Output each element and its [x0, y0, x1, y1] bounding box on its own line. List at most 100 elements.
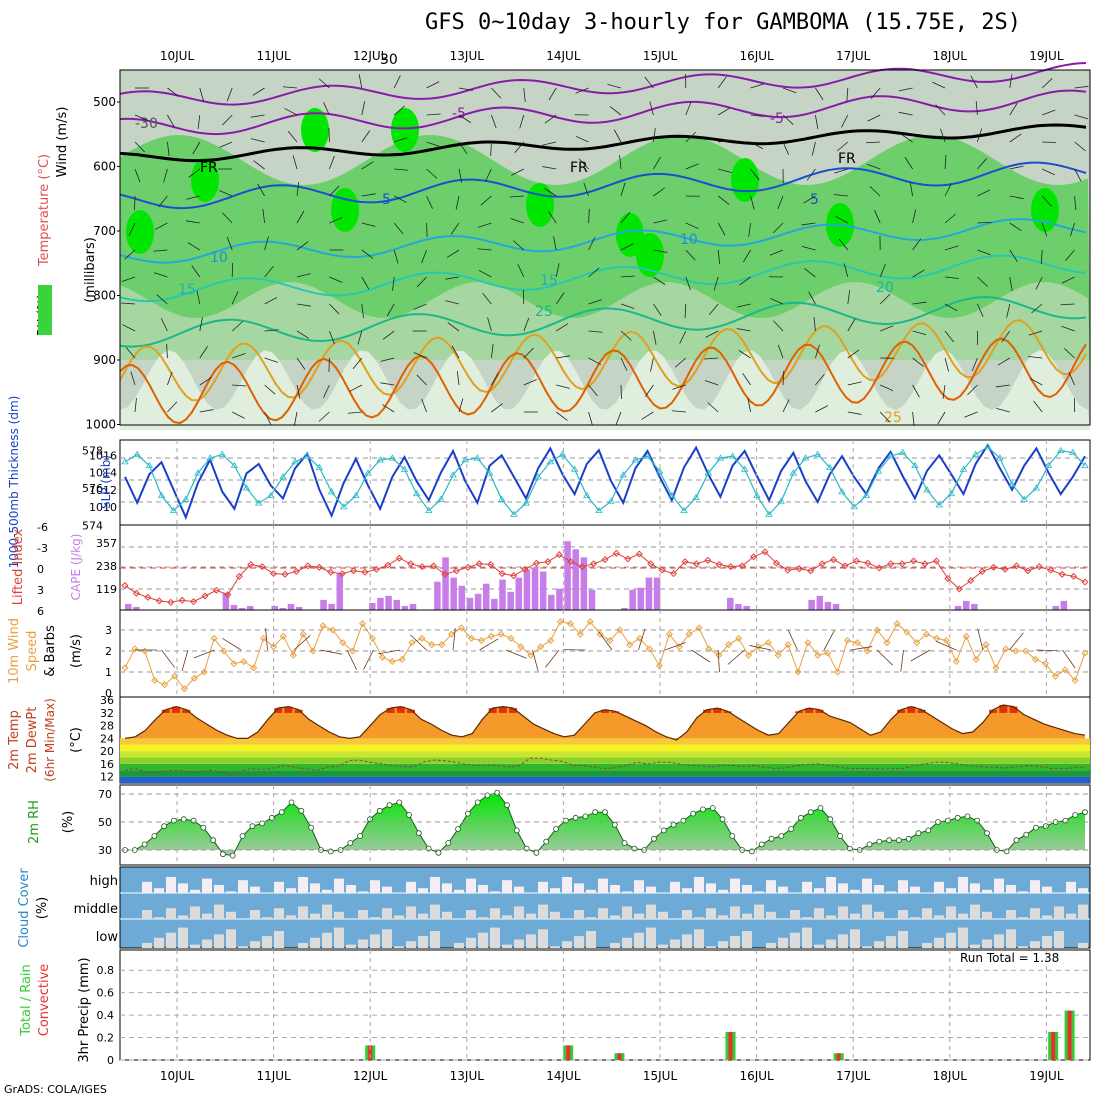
cloud-low-block	[802, 927, 812, 948]
temp-tick: 20	[100, 745, 114, 758]
wind-barb	[296, 273, 311, 278]
wind-barb	[685, 131, 696, 143]
pressure-tick-label: 900	[93, 353, 116, 367]
cloud-low-block	[346, 944, 356, 948]
wind-speed-point	[329, 626, 337, 634]
date-label-bottom: 15JUL	[643, 1069, 678, 1083]
wind-barb	[649, 101, 654, 116]
thickness-point	[1069, 448, 1077, 455]
wind-speed-point	[626, 641, 634, 649]
precip-tick: 0.8	[97, 964, 115, 977]
wind-barb	[548, 211, 557, 224]
wind-barb	[588, 357, 602, 365]
wind-speed-point	[794, 668, 802, 676]
cloud-mid-block	[382, 908, 392, 919]
wind-barb	[394, 137, 408, 143]
wind-barb	[847, 318, 856, 332]
cloud-high-block	[898, 880, 908, 893]
slp-panel-frame	[119, 439, 1091, 526]
thickness-point	[971, 450, 980, 457]
wind-barb	[713, 276, 719, 291]
date-label-top: 17JUL	[836, 49, 871, 63]
cloud-mid-block	[214, 904, 224, 919]
rh-point	[210, 837, 217, 844]
li-point	[1070, 572, 1078, 580]
wind-barb	[329, 217, 343, 224]
wind-barb	[186, 195, 200, 200]
wind-barb	[392, 276, 395, 291]
wind-barb	[456, 371, 460, 386]
cloud-low-block	[742, 931, 752, 948]
wind-barb	[199, 317, 203, 332]
wind-barb	[679, 330, 687, 344]
thickness-point	[838, 488, 846, 495]
wind-barb	[451, 345, 460, 359]
wind-barb	[620, 357, 628, 371]
rh-point	[866, 841, 873, 848]
cape-bar	[727, 597, 734, 610]
rh-legend-swatch	[38, 285, 52, 335]
cloud-high-block	[730, 878, 740, 893]
wind-barb	[801, 245, 816, 251]
wind-barb	[808, 291, 816, 305]
cloud-mid-block	[706, 908, 716, 919]
thickness-point	[570, 465, 579, 472]
wind-barb	[977, 221, 992, 224]
ylabel-millibars: (millibars)	[83, 237, 98, 303]
cloud-low-block	[934, 937, 944, 948]
wind-barb	[287, 130, 298, 143]
rh-tick: 70	[98, 788, 112, 801]
wind-barb	[445, 300, 460, 305]
cloud-mid-block	[226, 911, 236, 919]
li-point	[864, 559, 872, 567]
cloud-low-block	[886, 936, 896, 948]
li-point	[132, 589, 140, 597]
li-point	[441, 570, 449, 578]
cape-bar	[271, 605, 278, 610]
cloud-high-block	[754, 891, 764, 893]
wind-barb	[685, 249, 696, 261]
thickness-point	[267, 491, 275, 499]
wind-barb	[264, 265, 274, 278]
wind-barb	[588, 330, 603, 333]
cape-bar	[824, 601, 832, 610]
cloud-high-block	[142, 881, 152, 893]
wind-barb	[575, 135, 589, 143]
wind-barb	[704, 357, 719, 360]
wind-speed-point	[378, 653, 386, 661]
wind-barb	[323, 384, 330, 398]
wind-barb	[944, 155, 947, 170]
wind-barb	[588, 237, 596, 251]
wind-barb	[1064, 348, 1075, 359]
thickness-point	[765, 510, 773, 517]
wind-barb	[879, 263, 886, 278]
cloud-high-block	[826, 877, 836, 893]
thickness-point	[1020, 495, 1028, 502]
wind-barb	[847, 290, 851, 305]
wind-barb	[1074, 114, 1089, 120]
wind-barb-10m	[222, 638, 242, 651]
wind-barb	[163, 168, 168, 183]
cloud-high-block	[958, 877, 968, 893]
wind-speed-point	[606, 636, 614, 645]
wind-speed-point	[1051, 672, 1059, 680]
cloud-high-block	[238, 880, 248, 893]
thickness-point	[595, 506, 603, 514]
rh-point	[151, 833, 158, 839]
thickness-point	[182, 495, 190, 502]
wind-barb	[944, 303, 958, 312]
li-point	[578, 563, 586, 571]
wind-barb	[196, 290, 201, 305]
wind-barb	[191, 265, 201, 278]
li-point	[555, 551, 563, 559]
wind-barb	[685, 101, 692, 116]
wind-barb	[394, 168, 409, 171]
thickness-point	[376, 456, 384, 463]
cape-bar	[450, 577, 457, 610]
rh-cell-saturated	[331, 188, 359, 232]
wind-barb	[588, 208, 590, 224]
rh-point	[435, 849, 442, 856]
wind-barb	[226, 87, 233, 102]
cloud-low-block	[778, 937, 788, 948]
cloud-mid-block	[802, 917, 812, 919]
